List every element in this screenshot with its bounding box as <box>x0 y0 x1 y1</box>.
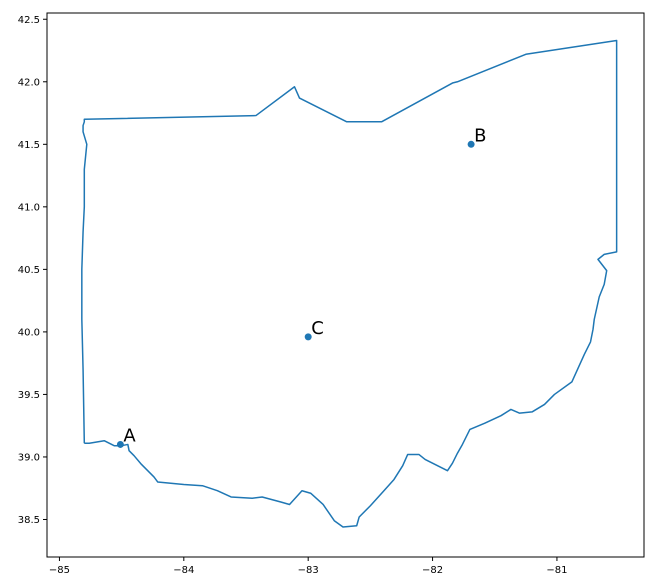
y-tick-label: 42.5 <box>18 15 40 26</box>
point-label-a: A <box>123 425 136 446</box>
plot-background <box>47 13 644 557</box>
x-tick-label: −83 <box>298 565 319 576</box>
point-a <box>116 440 124 448</box>
x-tick-label: −82 <box>422 565 443 576</box>
y-tick-label: 42.0 <box>18 77 40 88</box>
x-tick-label: −84 <box>173 565 194 576</box>
y-tick-label: 40.5 <box>18 265 40 276</box>
x-axis: −85 −84 −83 −82 −81 <box>49 557 567 576</box>
y-tick-label: 39.5 <box>18 390 40 401</box>
y-tick-label: 39.0 <box>18 452 40 463</box>
state-outline <box>81 39 618 528</box>
x-tick-label: −81 <box>546 565 567 576</box>
y-axis: 38.5 39.0 39.5 40.0 40.5 41.0 41.5 42.0 42.5 <box>18 15 47 526</box>
point-label-c: C <box>311 318 324 339</box>
y-tick-label: 38.5 <box>18 515 40 526</box>
point-c <box>304 333 312 341</box>
x-tick-label: −85 <box>49 565 70 576</box>
y-tick-label: 41.5 <box>18 140 40 151</box>
y-tick-label: 40.0 <box>18 327 40 338</box>
y-tick-label: 41.0 <box>18 202 40 213</box>
point-b <box>467 140 475 148</box>
points-layer: A B C <box>116 125 486 448</box>
plot-frame <box>46 12 645 558</box>
point-label-b: B <box>474 125 486 146</box>
